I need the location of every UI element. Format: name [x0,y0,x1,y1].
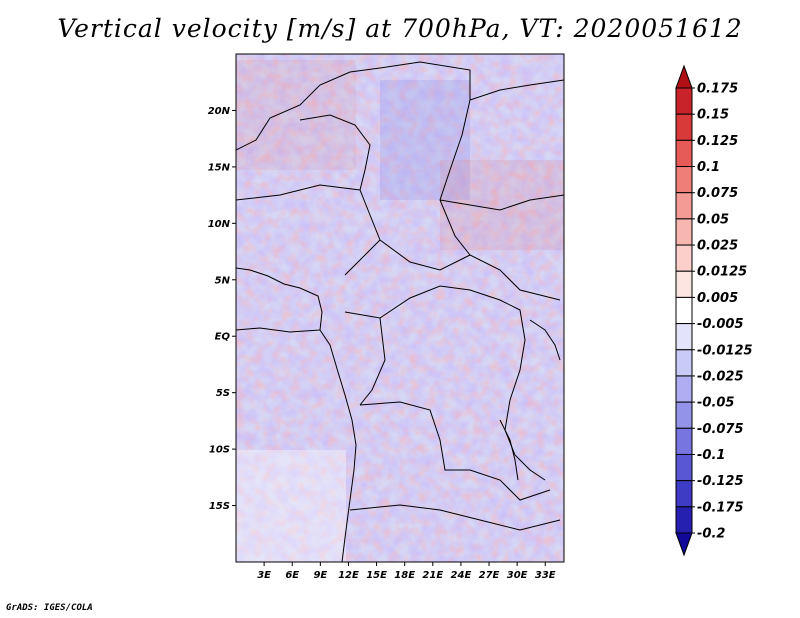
chart-title: Vertical velocity [m/s] at 700hPa, VT: 2… [57,14,743,43]
colorbar-label: -0.025 [697,369,744,384]
colorbar-bin [675,244,693,272]
colorbar-bin [675,113,693,141]
lon-label: 6E [285,570,299,581]
colorbar-label: -0.005 [697,317,744,332]
lat-label: 15S [209,501,230,512]
colorbar-label: 0.175 [697,82,738,97]
colorbar-bin [675,349,693,377]
colorbar-bin [675,166,693,194]
colorbar-bottom-arrow [675,532,693,557]
lon-label: 15E [366,570,387,581]
lat-label: 10S [209,445,230,456]
colorbar-label: -0.175 [697,500,744,515]
colorbar-label: -0.2 [697,527,725,542]
colorbar-label: 0.075 [697,186,738,201]
colorbar-label: 0.15 [697,108,729,123]
colorbar-bin [675,375,693,403]
colorbar-label: 0.125 [697,134,738,149]
colorbar-bin [675,218,693,246]
lat-label: 5S [216,388,230,399]
lat-label: 15N [208,162,231,173]
colorbar-label: -0.075 [697,422,744,437]
map-panel [236,54,564,562]
colorbar-label: -0.125 [697,474,744,489]
colorbar-label: 0.0125 [697,265,747,280]
lat-label: 5N [215,275,231,286]
footer-credit: GrADS: IGES/COLA [6,603,93,613]
colorbar-label: -0.0125 [697,343,753,358]
colorbar-label: 0.025 [697,239,738,254]
colorbar-bin [675,480,693,508]
lon-label: 27E [479,570,500,581]
lon-label: 30E [507,570,528,581]
lat-label: EQ [215,332,231,343]
colorbar-label: -0.05 [697,396,734,411]
map-frame [235,53,565,563]
lon-label: 12E [338,570,359,581]
lon-label: 21E [422,570,443,581]
lat-label: 10N [208,219,231,230]
lon-label: 9E [313,570,327,581]
lon-label: 24E [451,570,472,581]
lon-label: 33E [535,570,556,581]
latitude-axis: 20N 15N 10N 5N EQ 5S 10S 15S [208,106,236,512]
lon-label: 3E [257,570,271,581]
colorbar-top-arrow [675,64,693,89]
colorbar-bin [675,323,693,351]
colorbar-bin [675,296,693,325]
longitude-axis: 3E 6E 9E 12E 15E 18E 21E 24E 27E 30E 33E [257,562,556,581]
country-boundaries [236,61,564,562]
colorbar-bin [675,270,693,298]
colorbar-label: 0.1 [697,160,720,175]
colorbar-bin [675,453,693,482]
lat-label: 20N [208,106,231,117]
colorbar-bin [675,401,693,429]
colorbar-bin [675,506,693,534]
colorbar-bin [675,139,693,168]
colorbar-bin [675,192,693,220]
colorbar-label: -0.1 [697,448,725,463]
colorbar-bin [675,87,693,115]
colorbar-bin [675,427,693,455]
colorbar-label: 0.05 [697,212,729,227]
lon-label: 18E [394,570,415,581]
colorbar-label: 0.005 [697,291,738,306]
colorbar: 0.175 0.15 0.125 0.1 0.075 0.05 0.025 0.0125 0.0… [675,64,753,557]
